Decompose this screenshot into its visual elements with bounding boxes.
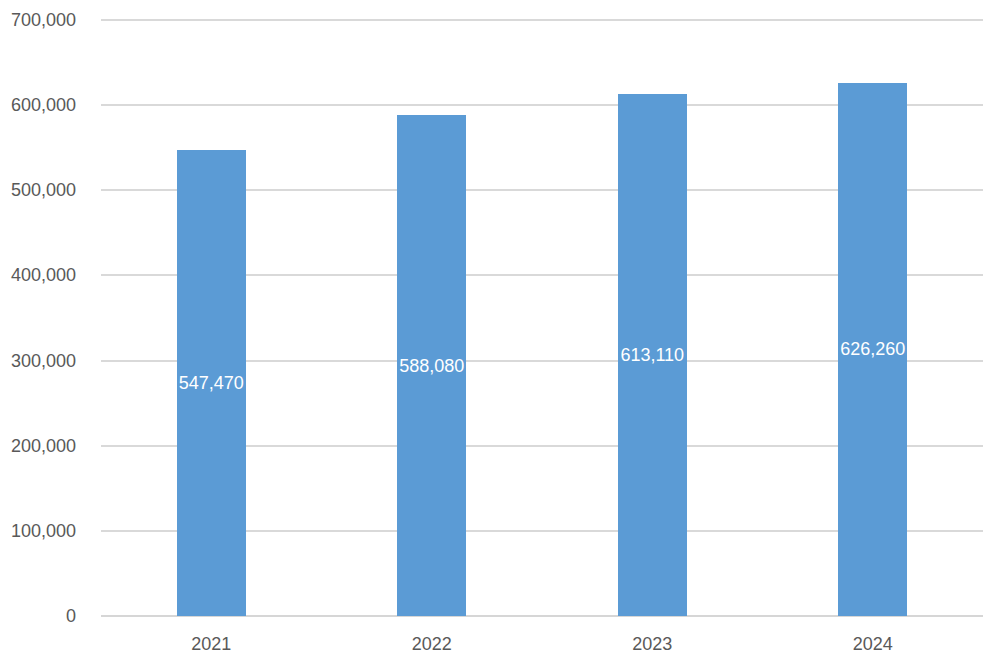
y-axis-tick-label-300000: 300,000 bbox=[0, 350, 76, 372]
bar-chart: 0 100,000 200,000 300,000 400,000 500,000 600,… bbox=[0, 0, 1000, 666]
y-axis-tick-label-200000: 200,000 bbox=[0, 435, 76, 457]
bar-data-label-2024: 626,260 bbox=[840, 339, 905, 360]
x-axis-tick-label-2024: 2024 bbox=[853, 634, 893, 655]
bar-data-label-2021: 547,470 bbox=[179, 372, 244, 393]
x-axis-tick-label-2021: 2021 bbox=[191, 634, 231, 655]
y-axis-tick-label-600000: 600,000 bbox=[0, 94, 76, 116]
y-axis-tick-label-400000: 400,000 bbox=[0, 264, 76, 286]
y-axis-tick-label-700000: 700,000 bbox=[0, 9, 76, 31]
gridline-700000 bbox=[101, 19, 983, 21]
bar-data-label-2022: 588,080 bbox=[399, 355, 464, 376]
y-axis-tick-label-500000: 500,000 bbox=[0, 179, 76, 201]
y-axis-tick-label-0: 0 bbox=[0, 605, 76, 627]
x-axis-tick-label-2022: 2022 bbox=[412, 634, 452, 655]
bar-data-label-2023: 613,110 bbox=[620, 344, 684, 365]
y-axis-tick-label-100000: 100,000 bbox=[0, 520, 76, 542]
x-axis-tick-label-2023: 2023 bbox=[632, 634, 672, 655]
